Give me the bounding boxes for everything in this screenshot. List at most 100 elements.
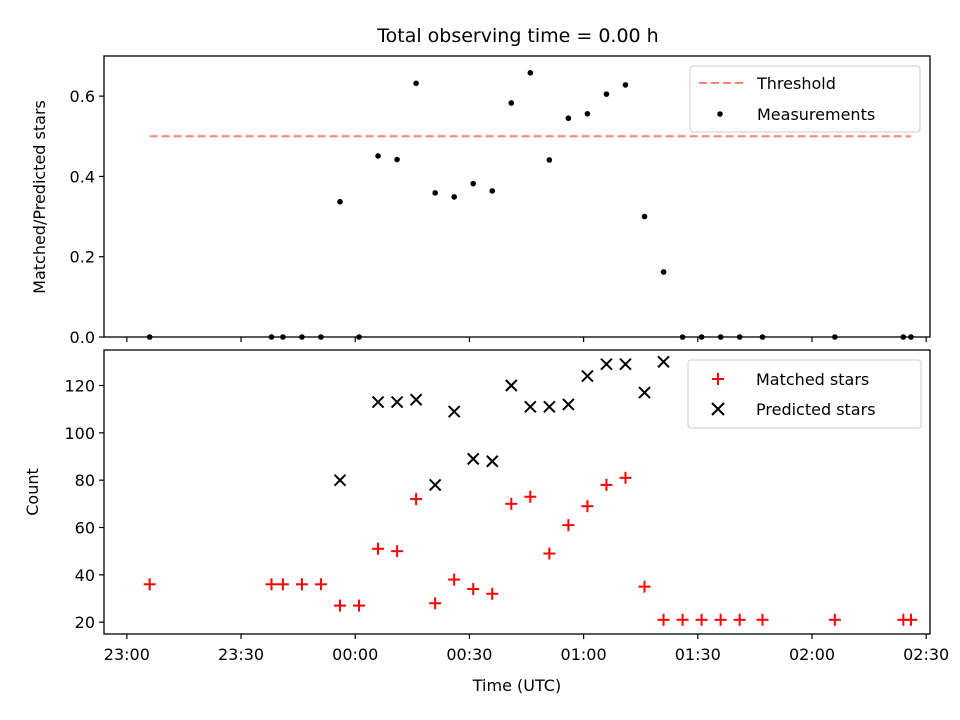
- matched-stars-point: [543, 547, 556, 560]
- matched-stars-point: [733, 613, 746, 626]
- bottom-x-axis: 23:00 23:30 00:00 00:30 01:00 01:30 02:00 02:30: [104, 634, 949, 664]
- measurement-point: [527, 70, 534, 76]
- top-y-tick-label: 0.4: [70, 167, 95, 186]
- bottom-panel-frame: [103, 349, 931, 635]
- measurement-point: [489, 188, 496, 194]
- top-legend-box: [689, 65, 921, 133]
- measurement-point: [603, 91, 610, 97]
- measurement-point: [641, 213, 648, 220]
- top-y-axis: 0.0 0.2 0.4 0.6: [70, 87, 104, 347]
- measurement-point: [832, 334, 838, 340]
- predicted-stars-point: [657, 355, 670, 369]
- matched-stars-point: [676, 613, 689, 626]
- bottom-y-tick-label: 60: [75, 519, 95, 538]
- x-tick-label: 02:30: [903, 645, 949, 664]
- measurement-point: [736, 334, 743, 340]
- matched-stars-point: [314, 578, 327, 591]
- legend-predicted-swatch: [711, 402, 725, 416]
- matched-stars-point: [524, 490, 537, 503]
- matched-stars-point: [600, 478, 613, 491]
- matched-stars-point: [143, 578, 156, 591]
- bottom-y-tick-label: 40: [75, 566, 95, 585]
- x-tick-label: 00:00: [332, 645, 378, 664]
- top-panel: 0.0 0.2 0.4 0.6 Matched/Predicted stars Thr…: [30, 55, 931, 347]
- bottom-y-axis: 20 40 60 80 100 120: [64, 377, 104, 632]
- matched-stars-point: [410, 493, 423, 506]
- matched-stars-point: [372, 542, 385, 555]
- top-y-tick-label: 0.6: [70, 87, 95, 106]
- bottom-y-tick-label: 20: [75, 613, 95, 632]
- top-panel-frame: [103, 55, 931, 338]
- measurement-point: [337, 198, 343, 205]
- top-legend: Threshold Measurements: [689, 65, 921, 133]
- bottom-y-tick-label: 80: [75, 471, 95, 490]
- measurement-point: [375, 153, 381, 159]
- measurement-point: [146, 334, 153, 340]
- measurement-point: [413, 80, 419, 87]
- matched-stars-point: [904, 613, 917, 626]
- measurement-point: [299, 334, 305, 340]
- measurement-point: [660, 269, 667, 275]
- matched-stars-point: [353, 599, 366, 612]
- measurement-point: [679, 334, 686, 340]
- x-tick-label: 01:00: [561, 645, 607, 664]
- matched-stars-point: [467, 583, 480, 596]
- matched-stars-point: [695, 613, 708, 626]
- measurement-point: [759, 334, 766, 340]
- predicted-stars-point: [390, 395, 404, 409]
- predicted-stars-series: [333, 355, 670, 492]
- matched-stars-point: [448, 573, 461, 586]
- predicted-stars-point: [467, 452, 480, 466]
- measurement-point: [546, 157, 553, 163]
- measurement-point: [622, 82, 629, 88]
- matched-stars-point: [505, 497, 518, 510]
- x-tick-label: 01:30: [675, 645, 721, 664]
- legend-matched-swatch: [712, 373, 724, 385]
- matched-stars-point: [429, 597, 442, 610]
- measurement-point: [908, 334, 914, 340]
- legend-threshold-label: Threshold: [756, 74, 836, 93]
- predicted-stars-point: [371, 395, 385, 409]
- bottom-panel: 20 40 60 80 100 120 23:00 23:30 00:00 00:30 01:00…: [23, 349, 949, 695]
- bottom-y-tick-label: 100: [64, 424, 95, 443]
- measurement-point: [394, 156, 400, 163]
- measurements-series: [146, 70, 914, 340]
- matched-stars-point: [276, 578, 289, 591]
- predicted-stars-point: [447, 405, 461, 418]
- measurement-point: [356, 334, 362, 340]
- predicted-stars-point: [600, 357, 613, 371]
- matched-stars-point: [619, 471, 632, 484]
- x-tick-label: 23:30: [218, 645, 264, 664]
- predicted-stars-point: [333, 473, 347, 487]
- matched-stars-point: [581, 500, 594, 513]
- legend-measurements-swatch: [717, 111, 723, 117]
- top-y-axis-label: Matched/Predicted stars: [30, 100, 49, 294]
- predicted-stars-point: [428, 478, 442, 492]
- measurement-point: [508, 100, 515, 106]
- matched-stars-series: [143, 471, 917, 626]
- x-tick-label: 02:00: [789, 645, 835, 664]
- predicted-stars-point: [543, 400, 556, 414]
- legend-predicted-label: Predicted stars: [756, 400, 876, 419]
- bottom-legend-box: [687, 359, 922, 429]
- measurement-point: [432, 190, 438, 196]
- bottom-legend: Matched stars Predicted stars: [687, 359, 922, 429]
- matched-stars-point: [714, 613, 727, 626]
- predicted-stars-point: [638, 386, 651, 399]
- matched-stars-point: [657, 613, 670, 626]
- matched-stars-point: [391, 545, 404, 558]
- matched-stars-point: [334, 599, 346, 612]
- predicted-stars-point: [581, 369, 594, 383]
- top-y-tick-label: 0.2: [70, 248, 95, 267]
- measurement-point: [470, 180, 477, 187]
- x-tick-label: 23:00: [104, 645, 150, 664]
- matched-stars-point: [486, 587, 499, 600]
- matched-stars-point: [756, 613, 769, 626]
- predicted-stars-point: [562, 398, 575, 411]
- legend-measurements-label: Measurements: [757, 105, 875, 124]
- measurement-point: [268, 334, 275, 340]
- x-axis-label: Time (UTC): [472, 676, 561, 695]
- predicted-stars-point: [524, 400, 537, 414]
- measurement-point: [698, 334, 705, 340]
- measurement-point: [900, 334, 907, 340]
